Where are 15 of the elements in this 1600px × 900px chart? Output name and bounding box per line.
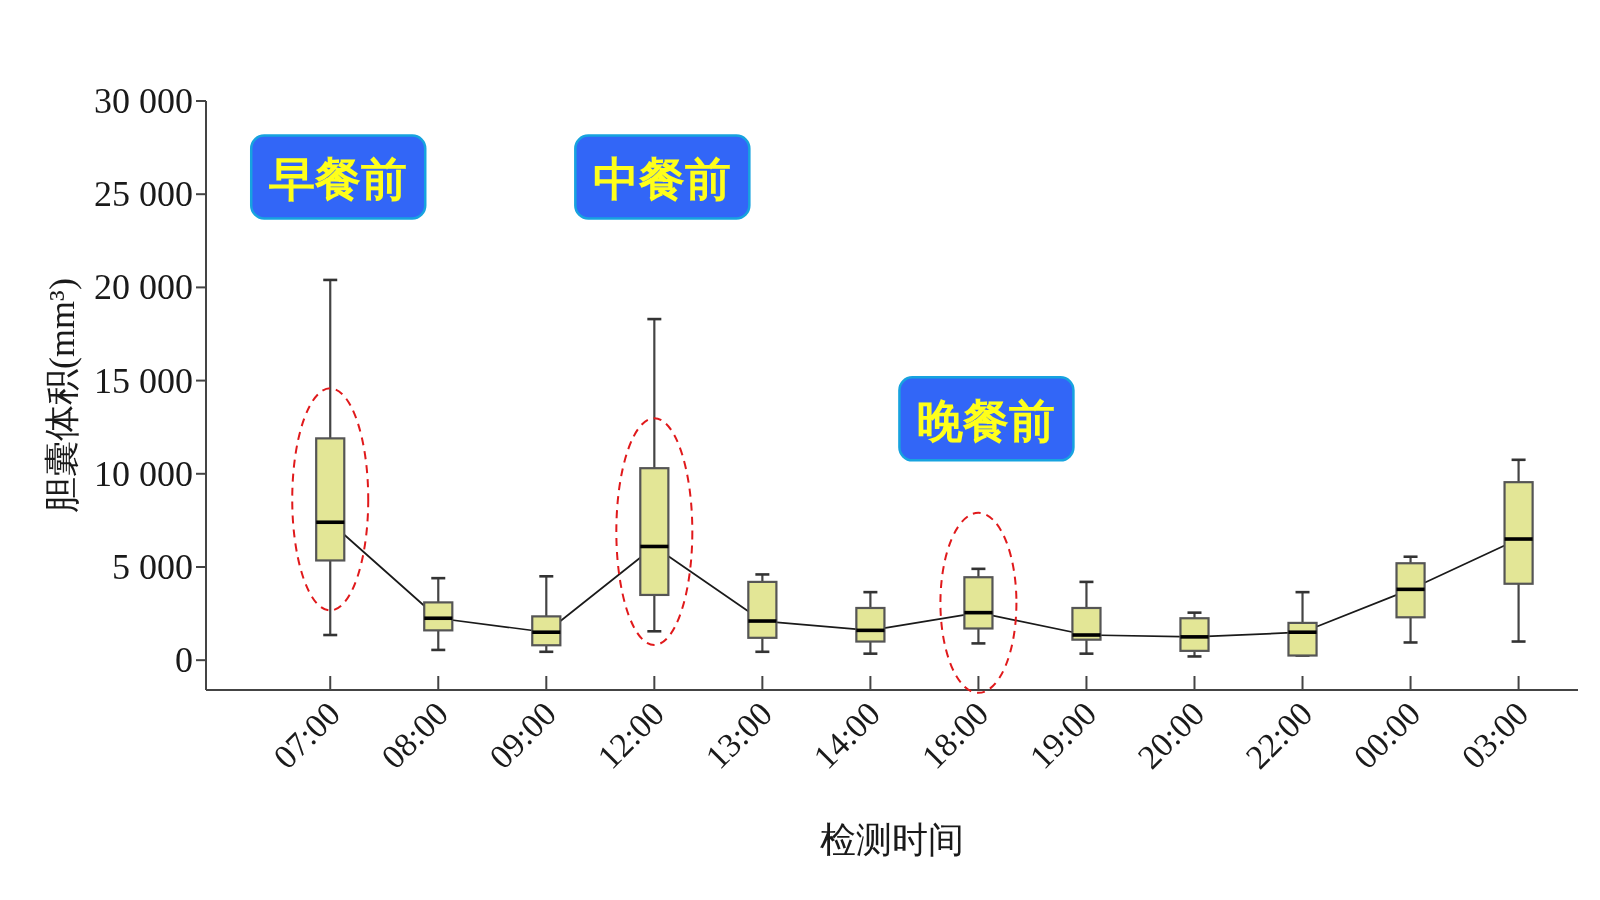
y-tick-label: 0 bbox=[175, 640, 193, 681]
annotation: 中餐前 bbox=[593, 153, 732, 205]
y-tick-label: 5 000 bbox=[112, 546, 193, 587]
x-axis-title: 检测时间 bbox=[820, 820, 964, 860]
callout: 早餐前 bbox=[250, 134, 427, 220]
y-tick-label: 10 000 bbox=[94, 453, 193, 494]
y-tick-label: 25 000 bbox=[94, 174, 193, 215]
y-tick-label: 30 000 bbox=[94, 81, 193, 121]
annotation: 晚餐前 bbox=[917, 394, 1056, 447]
callout: 中餐前 bbox=[574, 134, 751, 220]
annotation: 早餐前 bbox=[268, 153, 408, 205]
y-axis-title: 胆囊体积(mm³) bbox=[42, 278, 82, 513]
y-tick-label: 20 000 bbox=[94, 267, 193, 308]
callout: 晚餐前 bbox=[898, 376, 1075, 462]
y-tick-label: 15 000 bbox=[94, 360, 193, 401]
